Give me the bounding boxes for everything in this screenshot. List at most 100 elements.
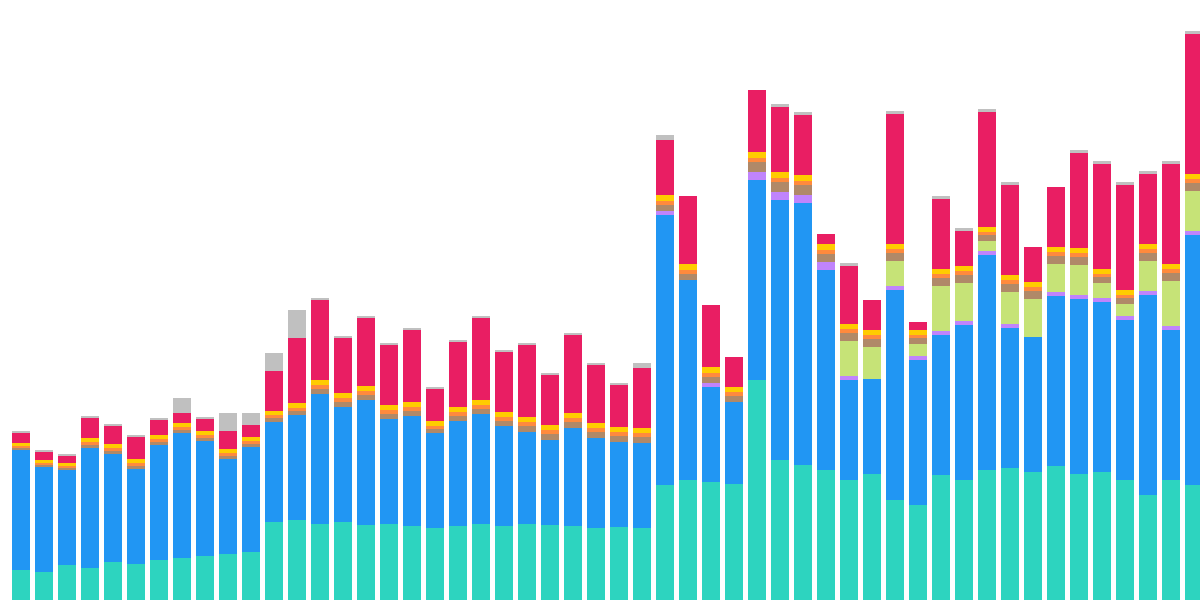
bar-segment-lime — [909, 344, 927, 356]
bar-segment-teal — [35, 572, 53, 600]
bar-segment-magenta — [817, 234, 835, 244]
bar-segment-brown — [794, 185, 812, 195]
bar-segment-teal — [1024, 472, 1042, 600]
bar-segment-blue — [564, 428, 582, 526]
bar-segment-blue — [955, 325, 973, 480]
bar — [449, 340, 467, 600]
bar-segment-teal — [656, 485, 674, 600]
bar-segment-teal — [610, 527, 628, 600]
bar — [541, 373, 559, 600]
bar — [1047, 187, 1065, 600]
bar-segment-magenta — [35, 452, 53, 460]
bar-segment-lime — [1139, 261, 1157, 291]
bar-segment-teal — [518, 524, 536, 600]
bar-segment-blue — [1162, 330, 1180, 480]
bar-segment-teal — [886, 500, 904, 600]
bar-segment-blue — [426, 433, 444, 528]
bar — [955, 228, 973, 600]
bar — [104, 424, 122, 600]
bar — [472, 316, 490, 600]
bar — [1093, 161, 1111, 600]
bar-segment-blue — [472, 414, 490, 524]
bar-segment-blue — [265, 422, 283, 522]
bar-segment-lime — [863, 347, 881, 379]
bar-segment-teal — [587, 528, 605, 600]
bar — [242, 413, 260, 600]
bar-segment-teal — [1139, 495, 1157, 600]
bar-segment-blue — [656, 215, 674, 485]
bar-segment-magenta — [472, 318, 490, 400]
bar-segment-lime — [1116, 304, 1134, 316]
bar-segment-blue — [771, 200, 789, 460]
bar — [633, 363, 651, 600]
bar-segment-teal — [242, 552, 260, 600]
bar-segment-magenta — [886, 114, 904, 244]
bar-segment-blue — [610, 442, 628, 527]
bar-segment-gray — [173, 398, 191, 413]
bar-segment-magenta — [702, 305, 720, 367]
bar-segment-magenta — [955, 231, 973, 266]
bar-segment-brown — [863, 339, 881, 347]
bar-segment-blue — [702, 387, 720, 482]
bar-segment-teal — [978, 470, 996, 600]
bar-segment-magenta — [58, 456, 76, 463]
bar-segment-magenta — [863, 300, 881, 330]
bar-segment-magenta — [104, 426, 122, 444]
bar-segment-blue — [1001, 328, 1019, 468]
bar-segment-teal — [679, 480, 697, 600]
bar-segment-magenta — [518, 345, 536, 417]
bar-segment-blue — [12, 450, 30, 570]
bar-segment-magenta — [495, 352, 513, 412]
bar — [771, 104, 789, 600]
bar-segment-magenta — [426, 389, 444, 421]
bar-segment-teal — [12, 570, 30, 600]
bar-segment-gray — [265, 353, 283, 371]
bar-segment-magenta — [127, 437, 145, 459]
bar-segment-brown — [1001, 284, 1019, 292]
bar — [817, 234, 835, 600]
bar — [357, 316, 375, 600]
bar-segment-teal — [403, 526, 421, 600]
bar — [564, 333, 582, 600]
bar-segment-brown — [1070, 257, 1088, 265]
bar-segment-teal — [1162, 480, 1180, 600]
bar-segment-brown — [1185, 183, 1200, 191]
bar-segment-blue — [403, 416, 421, 526]
bar-segment-blue — [380, 419, 398, 524]
bar — [334, 336, 352, 600]
bar-segment-teal — [58, 565, 76, 600]
bar-segment-blue — [633, 443, 651, 528]
bar-segment-teal — [81, 568, 99, 600]
bar-segment-gray — [219, 413, 237, 431]
bar — [794, 112, 812, 600]
bar-segment-magenta — [311, 300, 329, 380]
bar-segment-teal — [932, 475, 950, 600]
bar-segment-magenta — [840, 266, 858, 324]
bar-segment-magenta — [334, 338, 352, 393]
bar-segment-blue — [1070, 299, 1088, 474]
bar-segment-blue — [104, 454, 122, 562]
bar — [288, 310, 306, 600]
bar-segment-teal — [288, 520, 306, 600]
bar-segment-magenta — [748, 90, 766, 152]
bar-segment-magenta — [1001, 185, 1019, 275]
bar-segment-teal — [495, 526, 513, 600]
bar-segment-magenta — [633, 368, 651, 428]
bar-segment-purple — [794, 195, 812, 203]
bar-segment-lime — [1070, 265, 1088, 295]
bar-segment-lime — [840, 341, 858, 376]
bar — [656, 135, 674, 600]
bar-segment-brown — [1162, 273, 1180, 281]
bar-segment-blue — [817, 270, 835, 470]
bar — [1024, 247, 1042, 600]
bar-segment-teal — [771, 460, 789, 600]
bar-segment-magenta — [1116, 185, 1134, 290]
bar-segment-magenta — [932, 199, 950, 269]
bar-segment-magenta — [1093, 164, 1111, 269]
bar — [610, 383, 628, 600]
bar-segment-teal — [863, 474, 881, 600]
bar-segment-lime — [978, 241, 996, 251]
bar-segment-blue — [449, 421, 467, 526]
bar-segment-lime — [1185, 191, 1200, 231]
bar-segment-brown — [886, 253, 904, 261]
